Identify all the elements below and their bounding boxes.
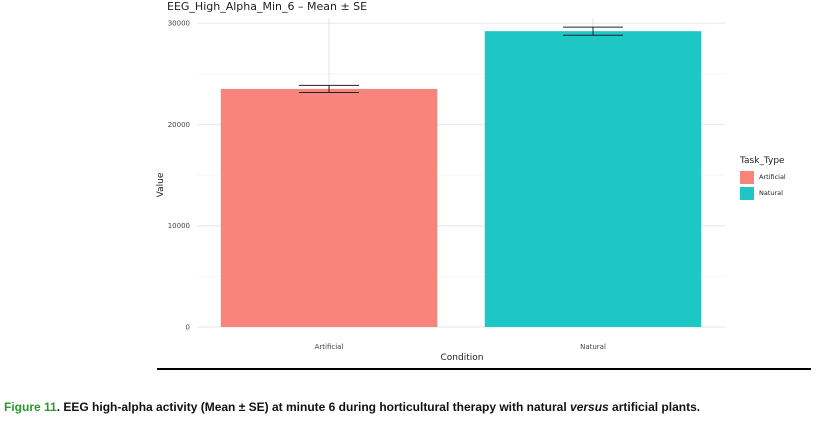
caption-rule: [157, 368, 811, 370]
tick-labels: Artificial Natural 0 10000 20000 30000: [168, 20, 606, 351]
y-tick-label: 0: [186, 324, 190, 332]
bar-artificial: [220, 88, 438, 327]
x-tick-label: Artificial: [315, 343, 344, 351]
caption-text-after: artificial plants.: [608, 400, 701, 414]
legend-item-natural: Natural: [740, 186, 786, 200]
x-tick-label: Natural: [580, 343, 606, 351]
legend-label-natural: Natural: [759, 189, 783, 197]
legend-key-natural: [740, 186, 754, 200]
bar-natural: [484, 31, 702, 327]
error-bars: [299, 26, 623, 93]
legend-label-artificial: Artificial: [759, 173, 786, 181]
legend-item-artificial: Artificial: [740, 170, 786, 184]
y-tick-label: 20000: [168, 121, 190, 129]
legend-title: Task_Type: [740, 156, 785, 166]
bars: [220, 31, 702, 327]
legend: Task_Type Artificial Natural: [740, 156, 786, 202]
y-tick-label: 10000: [168, 222, 190, 230]
y-tick-label: 30000: [168, 20, 190, 28]
figure-caption: Figure 11. EEG high-alpha activity (Mean…: [4, 400, 700, 414]
figure-label: Figure 11: [4, 400, 57, 414]
y-axis-label: Value: [156, 172, 166, 197]
legend-key-artificial: [740, 170, 754, 184]
x-axis-label: Condition: [441, 353, 484, 363]
caption-italic: versus: [570, 400, 609, 414]
chart-title: EEG_High_Alpha_Min_6 – Mean ± SE: [167, 0, 368, 13]
caption-text-before: . EEG high-alpha activity (Mean ± SE) at…: [56, 400, 571, 414]
